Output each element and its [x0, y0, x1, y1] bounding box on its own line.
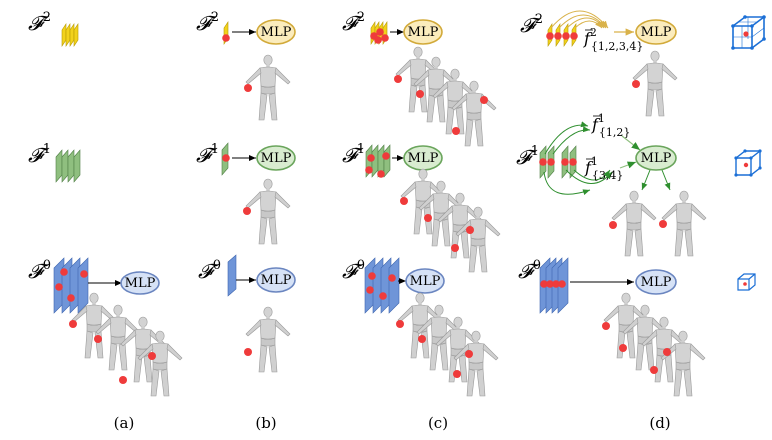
- body-dots-f2-c: [394, 75, 488, 135]
- aggregation-arcs-f1-d: [543, 121, 613, 196]
- aggregated-feature-f2-d: f2 {1,2,3,4}: [583, 26, 643, 53]
- arrow-mlp-to-body-1-d: [641, 169, 651, 191]
- mlp-label-f0-a: MLP: [125, 276, 156, 291]
- level-label-f1-c: 𝓕1: [342, 142, 365, 167]
- level-label-f2-c: 𝓕2: [342, 10, 365, 35]
- mlp-label-f1-d: MLP: [641, 151, 672, 166]
- plane-f0-b: [227, 254, 237, 297]
- mlp-label-f0-c: MLP: [410, 274, 441, 289]
- mlp-node-f1-b: [256, 145, 296, 171]
- panel-label-b: (b): [255, 414, 276, 432]
- panel-d: 𝓕2 f2 {1,2,3,4} MLP 𝓕1: [516, 10, 707, 432]
- mlp-label-f2-d: MLP: [641, 25, 672, 40]
- mlp-label-f2-c: MLP: [408, 25, 439, 40]
- human-figures-f1-d: [611, 190, 707, 257]
- human-f1-b: [245, 178, 291, 245]
- body-dots-f1-d: [609, 220, 667, 229]
- mlp-node-f0-a: [120, 271, 160, 295]
- human-figures-f0-d: [603, 292, 706, 397]
- human-figures-a: [71, 292, 183, 397]
- query-dots-f2-d: [546, 32, 578, 40]
- arrow-agg-b-to-mlp-d: [619, 161, 637, 169]
- human-figures-f0-c: [397, 292, 499, 397]
- arrow-mlp-to-body-2-d: [661, 169, 671, 191]
- aggregated-feature-f1-b-d: f1 {3,4}: [584, 155, 623, 182]
- human-figures-f1-c: [400, 168, 501, 273]
- level-label-f1-a: 𝓕1: [28, 142, 51, 167]
- mlp-node-f0-c: [405, 268, 445, 294]
- level-label-f0-c: 𝓕0: [342, 258, 365, 283]
- level-label-f1-b: 𝓕1: [196, 142, 219, 167]
- level-label-f2-a: 𝓕2: [28, 10, 51, 35]
- query-dots-f1-c: [365, 152, 390, 178]
- mlp-label-f1-b: MLP: [261, 151, 292, 166]
- level-label-f0-a: 𝓕0: [28, 258, 51, 283]
- panel-label-c: (c): [428, 414, 448, 432]
- mlp-node-f2-b: [256, 19, 296, 45]
- body-dot-f0-b: [244, 348, 252, 356]
- plane-stack-f2-a: [61, 23, 79, 47]
- plane-stack-f0-c: [364, 257, 400, 314]
- mlp-label-f0-b: MLP: [261, 273, 292, 288]
- body-dots-f0-c: [396, 320, 473, 378]
- level-label-f2-d: 𝓕2: [520, 12, 543, 37]
- plane-stack-f1-a: [55, 149, 81, 183]
- query-dot-f1-b: [222, 154, 230, 162]
- mlp-node-f0-b: [256, 267, 296, 293]
- query-dots-f0-c: [366, 272, 396, 300]
- mlp-label-f0-d: MLP: [641, 275, 672, 290]
- mlp-label-f2-b: MLP: [261, 25, 292, 40]
- panel-label-d: (d): [649, 414, 670, 432]
- human-f0-b: [245, 306, 291, 373]
- query-dots-f1-d: [539, 158, 577, 166]
- body-dot-f1-b: [243, 207, 251, 215]
- arrow-agg-a-to-mlp-d: [621, 135, 641, 151]
- query-dots-f0-d: [540, 280, 566, 288]
- voxel-cube-f1: [734, 149, 762, 177]
- panel-label-a: (a): [114, 414, 135, 432]
- body-dot-f2-d: [632, 80, 640, 88]
- body-dot-f2-b: [244, 84, 252, 92]
- voxel-cube-f2: [731, 15, 766, 50]
- panel-b: 𝓕2 MLP 𝓕1 MLP 𝓕0 MLP (b): [196, 10, 296, 432]
- voxel-cube-f0: [737, 273, 756, 291]
- aggregation-arcs-f2-d: [550, 10, 609, 29]
- human-figures-f2-c: [395, 46, 497, 147]
- mlp-node-f1-d: [635, 145, 677, 171]
- body-dots-f1-c: [400, 197, 474, 252]
- body-dots-f0-d: [602, 322, 671, 374]
- query-dot-f2-b: [222, 34, 230, 42]
- level-label-f2-b: 𝓕2: [196, 10, 219, 35]
- query-dots-f2-c: [370, 28, 389, 44]
- level-label-f1-d: 𝓕1: [516, 144, 539, 169]
- query-dots-f0-a: [55, 268, 88, 302]
- mlp-node-f2-c: [403, 19, 443, 45]
- panel-a: 𝓕2 𝓕1 𝓕0 MLP (a): [28, 10, 183, 432]
- mlp-label-f1-c: MLP: [408, 151, 439, 166]
- panel-c: 𝓕2 MLP 𝓕1 MLP 𝓕0: [342, 10, 501, 432]
- human-f2-b: [245, 54, 291, 121]
- level-label-f0-d: 𝓕0: [518, 258, 541, 283]
- body-query-dots-a: [69, 320, 156, 384]
- mlp-node-f0-d: [635, 269, 677, 295]
- mlp-node-f2-d: [635, 19, 677, 45]
- level-label-f0-b: 𝓕0: [198, 258, 221, 283]
